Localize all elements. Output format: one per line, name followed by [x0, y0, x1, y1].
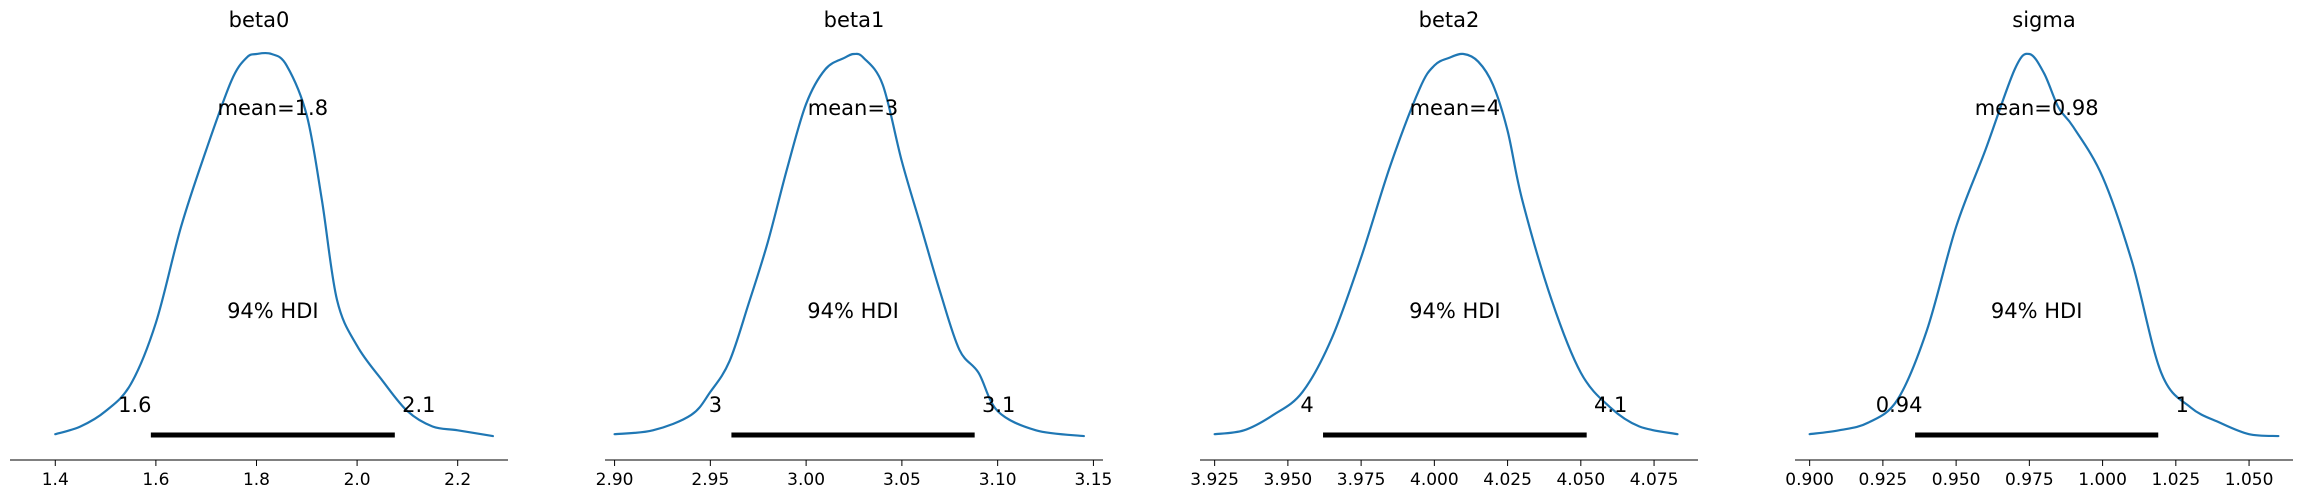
mean-label: mean=0.98 [1975, 96, 2099, 120]
hdi-label: 94% HDI [1409, 299, 1501, 323]
x-tick-label: 3.925 [1190, 470, 1239, 490]
panel-title: beta2 [1419, 8, 1480, 32]
density-curve [613, 52, 1085, 438]
panel-beta0: beta0 mean=1.8 94% HDI 1.6 2.1 1.4 1.6 1.8 2.0 2.… [10, 8, 508, 490]
x-tick-label: 1.025 [2151, 470, 2200, 490]
density-curve [1213, 52, 1679, 436]
panel-sigma: sigma mean=0.98 94% HDI 0.94 1 0.900 0.925 0.95… [1785, 8, 2293, 490]
hdi-label: 94% HDI [807, 299, 899, 323]
x-tick-label: 3.950 [1264, 470, 1313, 490]
x-tick-label: 3.975 [1337, 470, 1386, 490]
panel-title: beta0 [229, 8, 290, 32]
panel-beta1: beta1 mean=3 94% HDI 3 3.1 2.90 2.95 3.00 3.05 3.… [596, 8, 1113, 490]
panel-title: beta1 [824, 8, 885, 32]
hdi-high-label: 4.1 [1594, 393, 1627, 417]
x-tick-label: 4.000 [1410, 470, 1459, 490]
x-tick-label: 1.000 [2078, 470, 2127, 490]
x-tick-label: 0.975 [2005, 470, 2054, 490]
x-tick-label: 4.025 [1483, 470, 1532, 490]
x-tick-label: 3.05 [883, 470, 921, 490]
x-tick-label: 2.95 [691, 470, 729, 490]
hdi-low-label: 3 [709, 393, 722, 417]
x-tick-label: 4.075 [1630, 470, 1679, 490]
hdi-label: 94% HDI [1991, 299, 2083, 323]
hdi-low-label: 4 [1300, 393, 1313, 417]
density-curve [54, 51, 495, 438]
x-tick-label: 0.925 [1859, 470, 1908, 490]
x-tick-label: 2.2 [444, 470, 471, 490]
hdi-low-label: 1.6 [118, 393, 151, 417]
hdi-high-label: 2.1 [402, 393, 435, 417]
x-tick-label: 2.90 [596, 470, 634, 490]
panel-title: sigma [2012, 8, 2075, 32]
x-tick-label: 3.15 [1074, 470, 1112, 490]
hdi-high-label: 1 [2176, 393, 2189, 417]
x-tick-label: 1.8 [243, 470, 270, 490]
hdi-high-label: 3.1 [982, 393, 1015, 417]
x-tick-label: 4.050 [1556, 470, 1605, 490]
x-tick-label: 2.0 [344, 470, 371, 490]
mean-label: mean=3 [808, 96, 899, 120]
density-curve [1808, 52, 2280, 438]
panel-beta2: beta2 mean=4 94% HDI 4 4.1 3.925 3.950 3.975 4.0… [1190, 8, 1698, 490]
x-tick-label: 1.050 [2225, 470, 2274, 490]
x-tick-label: 3.00 [787, 470, 825, 490]
hdi-label: 94% HDI [227, 299, 319, 323]
x-tick-label: 3.10 [979, 470, 1017, 490]
x-tick-label: 0.950 [1932, 470, 1981, 490]
x-tick-label: 1.4 [42, 470, 69, 490]
hdi-low-label: 0.94 [1876, 393, 1923, 417]
x-tick-label: 0.900 [1785, 470, 1834, 490]
x-tick-label: 1.6 [142, 470, 169, 490]
mean-label: mean=1.8 [218, 96, 329, 120]
mean-label: mean=4 [1410, 96, 1501, 120]
